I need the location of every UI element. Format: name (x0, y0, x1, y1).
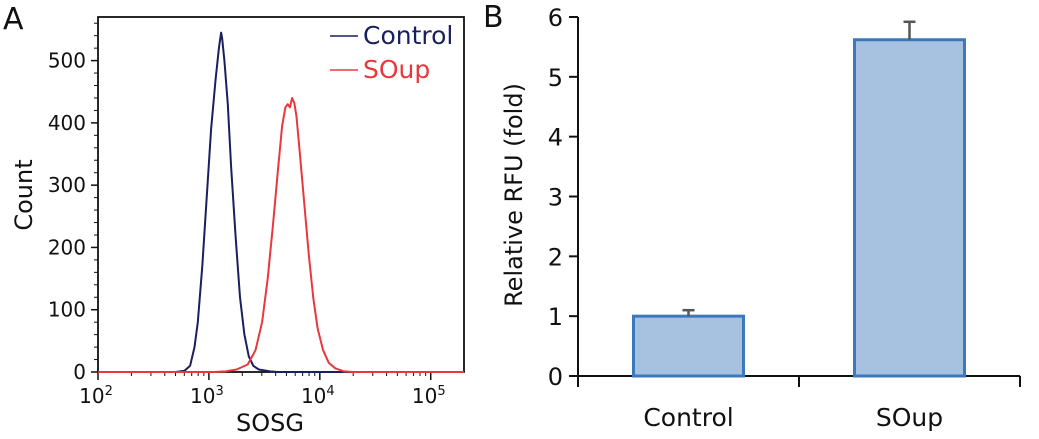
y-tick-label: 100 (48, 298, 86, 322)
panel-b-bars: Control SOup (632, 20, 966, 432)
panel-a-series (98, 31, 464, 373)
y-tick-label: 0 (73, 360, 86, 384)
panel-a-x-axis-title: SOSG (236, 409, 304, 437)
series-line-soup (98, 97, 464, 373)
category-label-control: Control (643, 403, 733, 432)
panel-a-flow-histogram: A 0 100 200 300 400 500 102 103 104 105 Control SO… (3, 2, 465, 437)
y-tick-label: 4 (548, 124, 563, 152)
x-tick-label: 105 (412, 384, 446, 408)
y-tick-label: 500 (48, 49, 86, 73)
y-tick-label: 2 (548, 243, 563, 271)
panel-a-letter: A (3, 2, 24, 37)
series-line-control (98, 31, 464, 373)
panel-a-ticks: 0 100 200 300 400 500 102 103 104 105 (48, 22, 446, 408)
y-tick-label: 1 (548, 303, 563, 331)
y-tick-label: 200 (48, 235, 86, 259)
y-tick-label: 0 (548, 363, 563, 391)
y-tick-label: 400 (48, 111, 86, 135)
y-tick-label: 3 (548, 184, 563, 212)
panel-a-legend: Control SOup (330, 21, 453, 84)
x-tick-label: 104 (301, 384, 335, 408)
legend-label-soup: SOup (363, 55, 430, 84)
x-tick-label: 103 (190, 384, 224, 408)
legend-label-control: Control (363, 21, 453, 50)
y-tick-label: 6 (548, 4, 563, 32)
x-tick-label: 102 (79, 384, 113, 408)
bar-soup (853, 38, 966, 378)
panel-b-y-axis-title: Relative RFU (fold) (500, 83, 528, 307)
y-tick-label: 300 (48, 173, 86, 197)
panel-b-letter: B (483, 0, 504, 35)
panel-a-y-axis-title: Count (10, 159, 38, 230)
panel-b-bar-chart: B 0 1 2 3 4 5 6 Control SOup Relative RFU (fold… (483, 0, 1021, 432)
bar-control (632, 314, 745, 378)
y-tick-label: 5 (548, 64, 563, 92)
category-label-soup: SOup (876, 403, 943, 432)
